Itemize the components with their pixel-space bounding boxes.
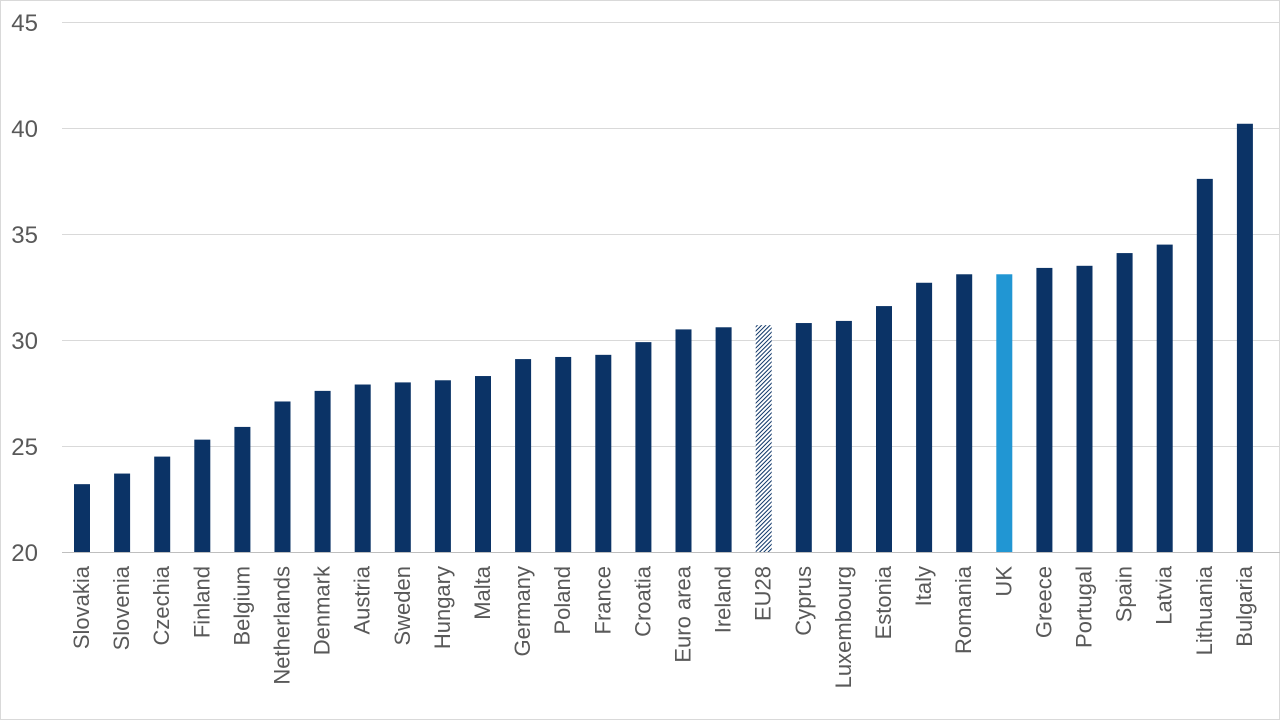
bar-lithuania	[1196, 178, 1213, 552]
y-axis-ticks: 20 25 30 35 40 45	[11, 10, 38, 567]
y-tick-label: 40	[11, 116, 38, 143]
bar-slovenia	[114, 473, 131, 552]
x-tick-label: Germany	[510, 566, 535, 656]
x-tick-label: Italy	[911, 566, 936, 606]
x-tick-label: Sweden	[390, 566, 415, 646]
bar-hungary	[434, 380, 451, 552]
bar-spain	[1116, 253, 1133, 552]
bar-germany	[515, 359, 532, 552]
bar-ireland	[715, 327, 732, 552]
x-tick-label: Slovakia	[69, 565, 94, 649]
bar-luxembourg	[835, 320, 852, 552]
bar-romania	[956, 274, 973, 552]
bar-sweden	[394, 382, 411, 552]
bar-portugal	[1076, 265, 1093, 552]
y-tick-label: 25	[11, 434, 38, 461]
bar-austria	[354, 384, 371, 552]
bar-euro-area	[675, 329, 692, 552]
bar-malta	[475, 376, 491, 552]
bar-netherlands	[274, 401, 291, 552]
bar-slovakia	[74, 484, 90, 552]
x-tick-label: Denmark	[310, 565, 335, 655]
bar-finland	[194, 439, 211, 552]
y-tick-label: 45	[11, 10, 38, 37]
x-tick-label: Portugal	[1072, 566, 1097, 648]
bar-croatia	[635, 342, 652, 552]
bar-latvia	[1156, 244, 1173, 552]
x-tick-label: Euro area	[671, 565, 696, 662]
x-tick-label: Luxembourg	[831, 566, 856, 688]
bar-eu28	[755, 325, 772, 552]
bar-uk	[996, 274, 1013, 552]
x-tick-label: Slovenia	[109, 565, 134, 650]
x-tick-label: Hungary	[430, 566, 455, 649]
bar-estonia	[876, 306, 892, 552]
y-tick-label: 20	[11, 540, 38, 567]
bar-greece	[1036, 267, 1053, 552]
x-tick-label: Spain	[1112, 566, 1137, 622]
x-tick-label: UK	[991, 566, 1016, 597]
bar-italy	[916, 282, 933, 552]
bar-czechia	[154, 456, 171, 552]
bar-france	[595, 354, 612, 552]
x-tick-label: Finland	[189, 566, 214, 638]
y-tick-label: 30	[11, 328, 38, 355]
x-tick-label: Czechia	[149, 565, 174, 645]
x-tick-label: Latvia	[1152, 565, 1177, 624]
x-tick-label: Bulgaria	[1232, 565, 1257, 646]
bar-bulgaria	[1236, 123, 1253, 552]
x-tick-label: Greece	[1031, 566, 1056, 638]
x-tick-label: Ireland	[711, 566, 736, 633]
x-tick-label: EU28	[751, 566, 776, 621]
x-tick-label: Romania	[951, 565, 976, 654]
x-tick-label: Cyprus	[791, 566, 816, 636]
x-tick-label: Netherlands	[270, 566, 295, 685]
x-tick-label: Lithuania	[1192, 565, 1217, 655]
x-axis-labels: Slovakia Slovenia Czechia Finland Belgium Net…	[69, 565, 1257, 688]
x-tick-label: Austria	[350, 565, 375, 634]
bars	[74, 123, 1253, 552]
bar-poland	[555, 356, 572, 552]
bar-belgium	[234, 426, 251, 552]
x-tick-label: Belgium	[229, 566, 254, 645]
x-tick-label: France	[590, 566, 615, 634]
x-tick-label: Croatia	[630, 565, 655, 637]
bar-denmark	[314, 390, 331, 552]
x-tick-label: Malta	[470, 565, 495, 620]
y-tick-label: 35	[11, 222, 38, 249]
x-tick-label: Poland	[550, 566, 575, 635]
bar-cyprus	[795, 323, 812, 552]
x-tick-label: Estonia	[871, 565, 896, 639]
